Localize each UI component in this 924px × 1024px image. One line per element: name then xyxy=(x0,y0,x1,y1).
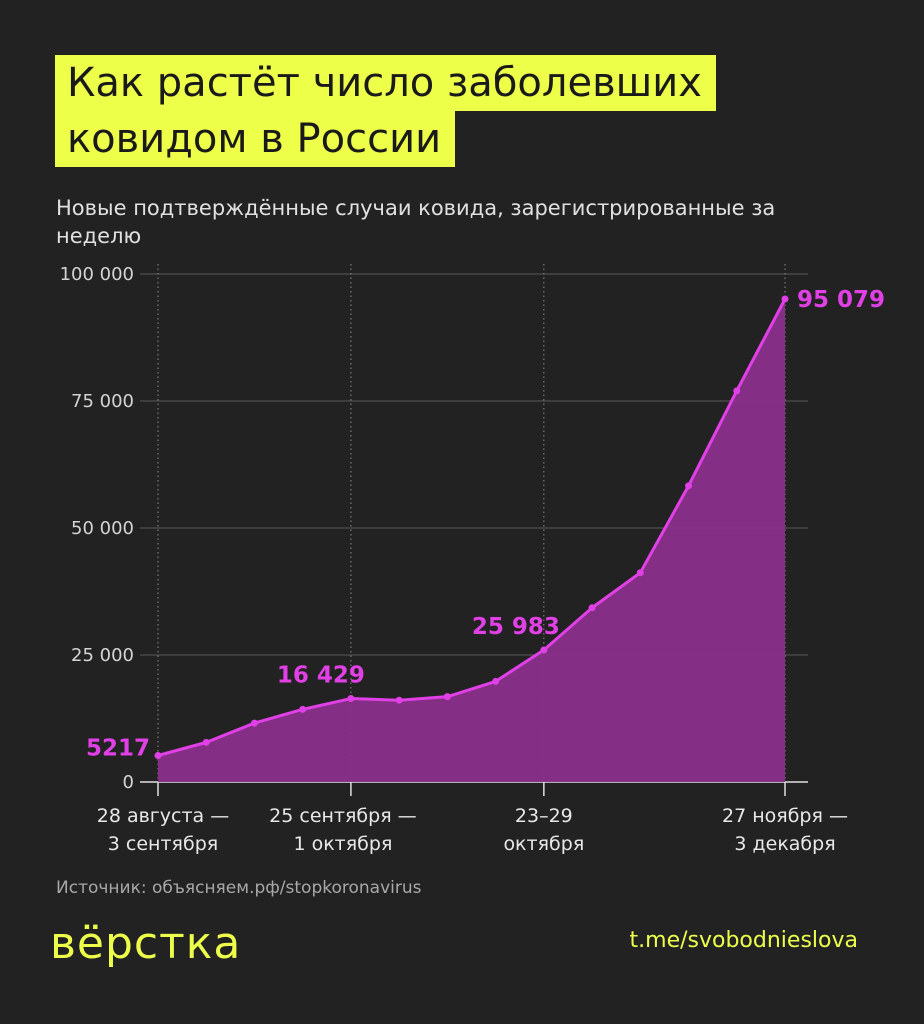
data-label: 5217 xyxy=(86,735,150,761)
data-point xyxy=(250,719,258,727)
data-point xyxy=(492,677,500,685)
data-point xyxy=(395,696,403,704)
x-tick-label: 3 декабря xyxy=(734,833,835,855)
data-point xyxy=(685,482,693,490)
y-tick-label: 75 000 xyxy=(71,391,134,412)
data-label: 25 983 xyxy=(472,614,560,640)
source-note: Источник: объясняем.рф/stopkoronavirus xyxy=(56,878,422,898)
data-point xyxy=(588,604,596,612)
x-tick-label: 25 сентября — xyxy=(269,805,417,827)
y-tick-label: 100 000 xyxy=(60,264,134,285)
data-label: 95 079 xyxy=(797,287,885,313)
data-point xyxy=(636,569,644,577)
data-point xyxy=(202,738,210,746)
data-point xyxy=(443,693,451,701)
title-line-2: ковидом в России xyxy=(55,111,456,167)
channel-link[interactable]: t.me/svobodnieslova xyxy=(629,928,858,953)
x-tick-label: 28 августа — xyxy=(97,805,229,827)
verstka-logo: вёрстка xyxy=(50,918,242,969)
label-layer: 0 25 000 50 000 75 000 100 000 28 августа — 3 … xyxy=(60,264,885,855)
x-tick-label: 3 сентября xyxy=(108,833,218,855)
x-tick-label: 1 октября xyxy=(293,833,392,855)
x-tick-label: 27 ноября — xyxy=(722,805,848,827)
title-block: Как растёт число заболевших ковидом в Ро… xyxy=(55,55,716,167)
y-tick-label: 0 xyxy=(123,772,134,793)
area-fill xyxy=(158,298,785,782)
series-line xyxy=(157,298,787,757)
data-point xyxy=(733,387,741,395)
data-point xyxy=(781,295,789,303)
y-tick-label: 50 000 xyxy=(71,518,134,539)
data-label: 16 429 xyxy=(277,663,365,689)
x-tick-label: 23–29 xyxy=(515,805,573,827)
title-line-1: Как растёт число заболевших xyxy=(55,55,716,111)
data-point xyxy=(540,646,548,654)
area-layer xyxy=(158,298,785,782)
data-point xyxy=(347,695,355,703)
data-point xyxy=(299,705,307,713)
chart-subtitle: Новые подтверждённые случаи ковида, заре… xyxy=(56,196,776,248)
data-point xyxy=(154,751,162,759)
y-tick-label: 25 000 xyxy=(71,645,134,666)
mark-layer xyxy=(154,295,789,759)
x-tick-label: октября xyxy=(503,833,584,855)
